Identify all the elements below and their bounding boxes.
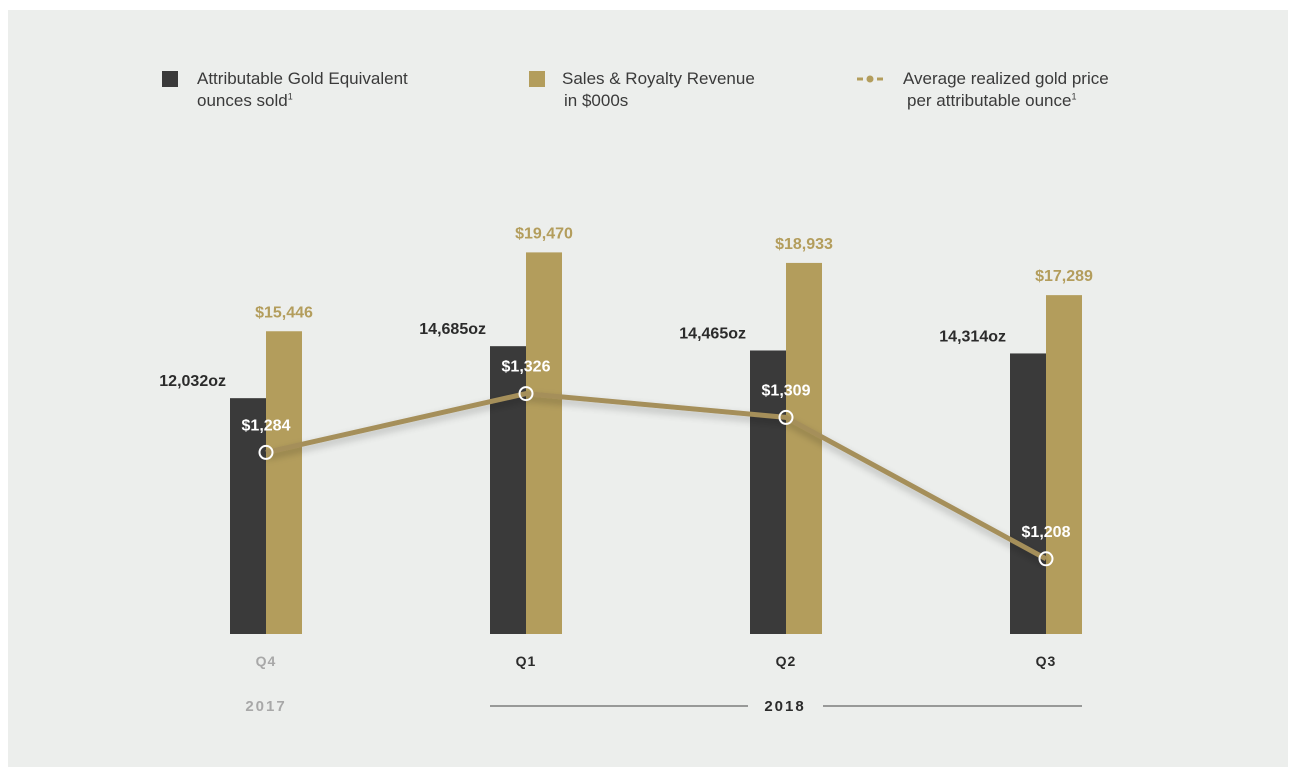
legend-revenue-line1: Sales & Royalty Revenue <box>562 69 755 88</box>
dark-square-icon <box>162 71 178 87</box>
year-label-2018: 2018 <box>764 698 805 715</box>
price-point <box>258 444 274 460</box>
category-tick-label: Q2 <box>776 653 797 669</box>
revenue-bar <box>526 252 562 634</box>
ounces-bar <box>1010 353 1046 634</box>
legend-price-footnote: 1 <box>1071 91 1077 102</box>
ounces-bar-label: 14,685oz <box>419 321 486 338</box>
chart-panel: Attributable Gold Equivalent ounces sold… <box>8 10 1288 767</box>
gold-square-icon <box>529 71 545 87</box>
ounces-bar <box>750 350 786 634</box>
revenue-bar-label: $18,933 <box>775 236 833 253</box>
price-point-label: $1,284 <box>242 417 291 434</box>
ounces-bar-label: 14,465oz <box>679 325 746 342</box>
ounces-bar <box>230 398 266 634</box>
legend-price-line1: Average realized gold price <box>903 69 1109 88</box>
revenue-bar <box>786 262 822 634</box>
price-point-label: $1,309 <box>762 382 811 399</box>
price-point <box>1038 551 1054 567</box>
legend-ounces-line1: Attributable Gold Equivalent <box>197 69 408 88</box>
ounces-bar-label: 12,032oz <box>159 373 226 390</box>
category-tick-label: Q1 <box>516 653 537 669</box>
price-point-label: $1,326 <box>502 359 551 376</box>
legend-ounces-footnote: 1 <box>287 91 293 102</box>
legend-price-line2: per attributable ounce <box>907 91 1072 110</box>
category-tick-label: Q4 <box>256 653 277 669</box>
price-line <box>265 391 1048 561</box>
revenue-bar <box>266 331 302 634</box>
revenue-bar-label: $19,470 <box>515 225 573 242</box>
combo-chart: 12,032oz $15,446 14,685oz $19,470 14,465oz $1… <box>159 225 1093 715</box>
ounces-bar-label: 14,314oz <box>939 328 1006 345</box>
category-tick-label: Q3 <box>1036 653 1057 669</box>
line-marker-icon <box>857 75 883 83</box>
legend-revenue-line2: in $000s <box>564 91 629 110</box>
year-label-2017: 2017 <box>245 698 286 715</box>
price-point <box>778 409 794 425</box>
legend-ounces-line2: ounces sold <box>197 91 288 110</box>
price-point <box>518 386 534 402</box>
revenue-bar <box>1046 295 1082 634</box>
price-point-label: $1,208 <box>1022 524 1071 541</box>
revenue-bar-label: $17,289 <box>1035 268 1093 285</box>
revenue-bar-label: $15,446 <box>255 304 313 321</box>
